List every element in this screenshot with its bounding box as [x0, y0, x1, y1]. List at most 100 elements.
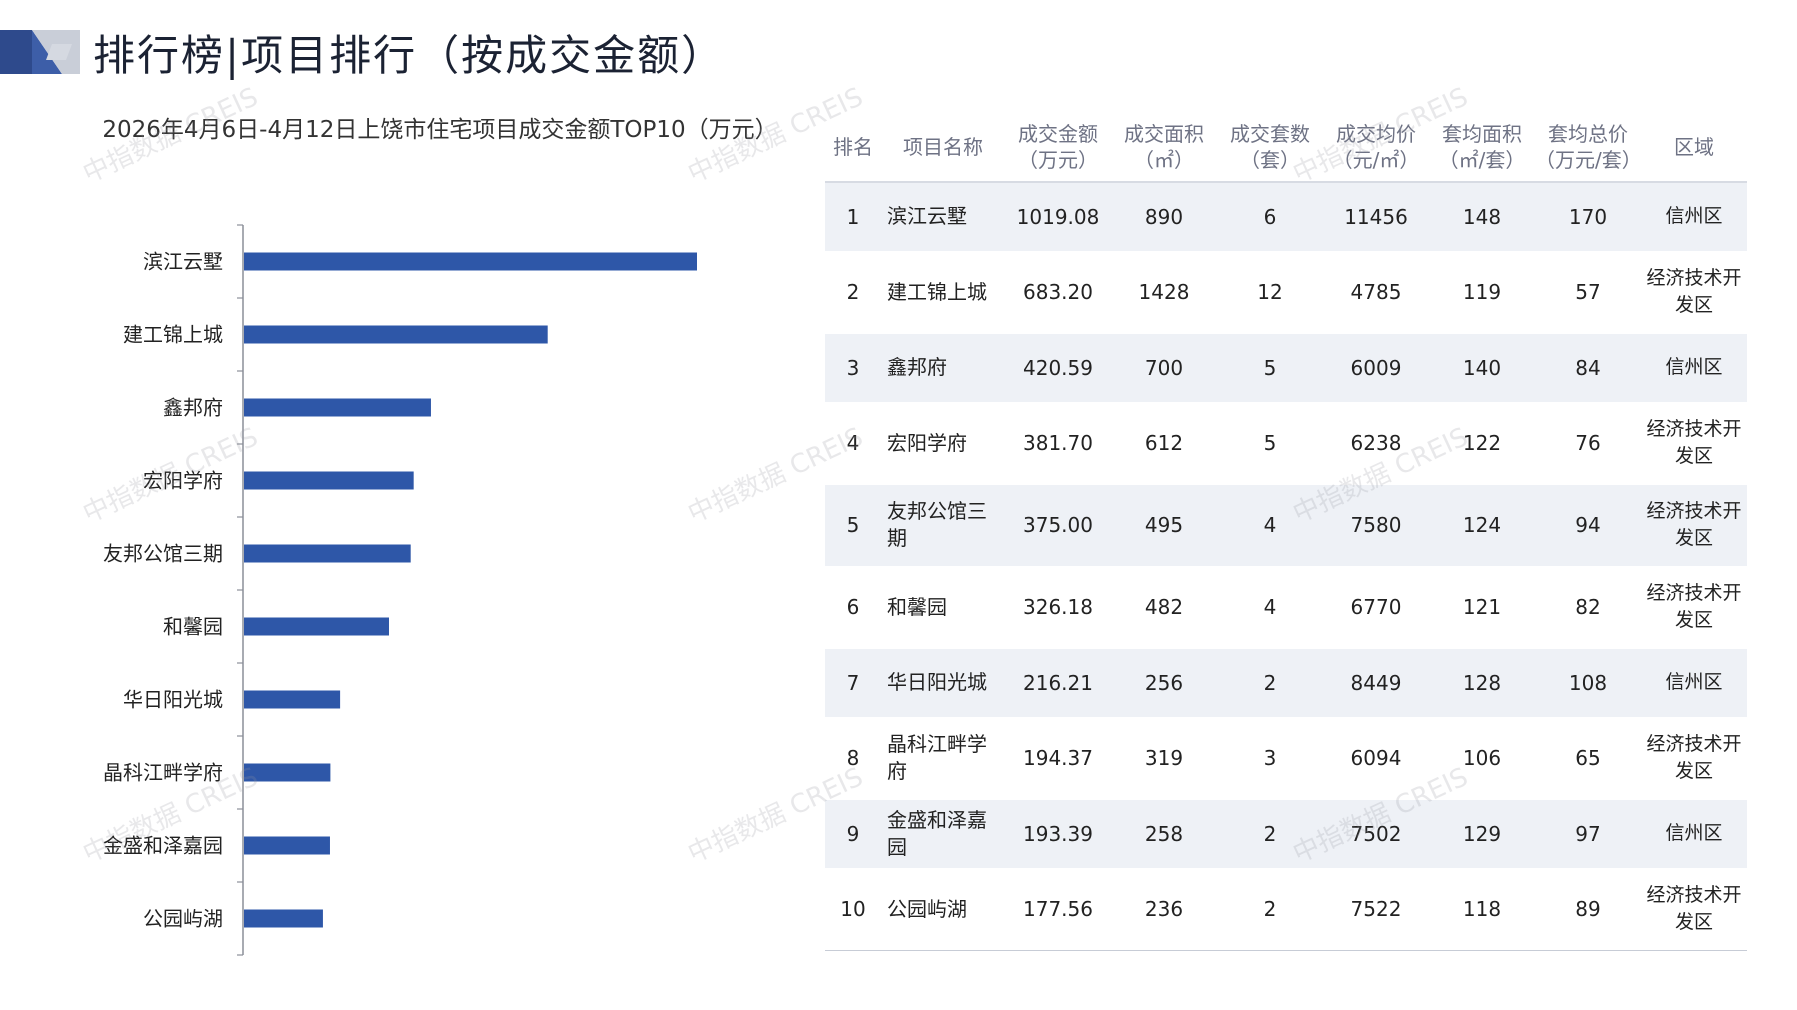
table-cell: 3: [1217, 717, 1323, 800]
table-cell: 216.21: [1005, 648, 1111, 718]
table-cell: 236: [1111, 868, 1217, 951]
table-cell: 420.59: [1005, 333, 1111, 403]
bar: [244, 325, 548, 344]
table-cell: 公园屿湖: [881, 868, 1005, 951]
bar: [244, 690, 341, 709]
table-cell: 晶科江畔学府: [881, 717, 1005, 800]
category-label: 晶科江畔学府: [103, 761, 223, 785]
column-header: 套均面积 （㎡/套）: [1429, 112, 1535, 183]
table-cell: 友邦公馆三期: [881, 484, 1005, 567]
table-cell: 258: [1111, 799, 1217, 869]
table-row: 2 建工锦上城 683.20 1428 12 4785 119 57 经济技术开发区: [825, 251, 1747, 334]
table-cell: 6094: [1323, 717, 1429, 800]
table-cell: 6238: [1323, 402, 1429, 485]
table-row: 8 晶科江畔学府 194.37 319 3 6094 106 65 经济技术开发区: [825, 717, 1747, 800]
table-cell: 经济技术开发区: [1641, 717, 1747, 800]
table-cell: 128: [1429, 648, 1535, 718]
bar-chart: 滨江云墅建工锦上城鑫邦府宏阳学府友邦公馆三期和馨园华日阳光城晶科江畔学府金盛和泽…: [103, 224, 697, 956]
table-cell: 3: [825, 333, 881, 403]
table-cell: 2: [1217, 868, 1323, 951]
column-header: 项目名称: [881, 112, 1005, 183]
table-cell: 2: [825, 251, 881, 334]
table-cell: 4: [825, 402, 881, 485]
table-row: 3 鑫邦府 420.59 700 5 6009 140 84 信州区: [825, 333, 1747, 403]
table-cell: 140: [1429, 333, 1535, 403]
table-cell: 滨江云墅: [881, 182, 1005, 252]
bar: [244, 617, 389, 636]
table-cell: 326.18: [1005, 566, 1111, 649]
table-cell: 170: [1535, 182, 1641, 252]
table-cell: 118: [1429, 868, 1535, 951]
table-cell: 482: [1111, 566, 1217, 649]
table-cell: 建工锦上城: [881, 251, 1005, 334]
bar: [244, 544, 411, 563]
table-cell: 宏阳学府: [881, 402, 1005, 485]
table-cell: 256: [1111, 648, 1217, 718]
column-header: 排名: [825, 112, 881, 183]
category-label: 友邦公馆三期: [103, 542, 223, 566]
table-cell: 683.20: [1005, 251, 1111, 334]
table-cell: 194.37: [1005, 717, 1111, 800]
category-label: 华日阳光城: [123, 688, 223, 712]
table-cell: 和馨园: [881, 566, 1005, 649]
category-label: 宏阳学府: [143, 469, 223, 493]
table-cell: 94: [1535, 484, 1641, 567]
column-header: 成交均价 （元/㎡）: [1323, 112, 1429, 183]
table-cell: 700: [1111, 333, 1217, 403]
column-header: 成交面积 （㎡）: [1111, 112, 1217, 183]
table-row: 9 金盛和泽嘉园 193.39 258 2 7502 129 97 信州区: [825, 799, 1747, 869]
table-cell: 106: [1429, 717, 1535, 800]
column-header: 成交套数 （套）: [1217, 112, 1323, 183]
table-cell: 4: [1217, 566, 1323, 649]
table-cell: 1019.08: [1005, 182, 1111, 252]
table-row: 1 滨江云墅 1019.08 890 6 11456 148 170 信州区: [825, 182, 1747, 252]
table-cell: 57: [1535, 251, 1641, 334]
table-row: 6 和馨园 326.18 482 4 6770 121 82 经济技术开发区: [825, 566, 1747, 649]
table-cell: 华日阳光城: [881, 648, 1005, 718]
table-cell: 信州区: [1641, 333, 1747, 403]
table-cell: 金盛和泽嘉园: [881, 799, 1005, 869]
bar: [244, 398, 431, 417]
table-cell: 5: [825, 484, 881, 567]
table-cell: 9: [825, 799, 881, 869]
category-label: 建工锦上城: [123, 323, 223, 347]
table-cell: 经济技术开发区: [1641, 566, 1747, 649]
table-cell: 7522: [1323, 868, 1429, 951]
bar: [244, 763, 331, 782]
column-header: 成交金额 （万元）: [1005, 112, 1111, 183]
table-cell: 319: [1111, 717, 1217, 800]
table-cell: 6: [825, 566, 881, 649]
category-label: 滨江云墅: [143, 250, 223, 274]
table-cell: 信州区: [1641, 799, 1747, 869]
table-cell: 193.39: [1005, 799, 1111, 869]
table-cell: 381.70: [1005, 402, 1111, 485]
table-cell: 177.56: [1005, 868, 1111, 951]
table-cell: 经济技术开发区: [1641, 868, 1747, 951]
table-cell: 65: [1535, 717, 1641, 800]
table-cell: 890: [1111, 182, 1217, 252]
table-row: 5 友邦公馆三期 375.00 495 4 7580 124 94 经济技术开发区: [825, 484, 1747, 567]
table-cell: 2: [1217, 648, 1323, 718]
table-cell: 6: [1217, 182, 1323, 252]
page-title: 排行榜|项目排行（按成交金额）: [93, 31, 726, 80]
table-cell: 信州区: [1641, 648, 1747, 718]
table-cell: 108: [1535, 648, 1641, 718]
table-cell: 12: [1217, 251, 1323, 334]
table-cell: 148: [1429, 182, 1535, 252]
table-cell: 10: [825, 868, 881, 951]
table-cell: 375.00: [1005, 484, 1111, 567]
table-cell: 8: [825, 717, 881, 800]
table-cell: 鑫邦府: [881, 333, 1005, 403]
table-row: 4 宏阳学府 381.70 612 5 6238 122 76 经济技术开发区: [825, 402, 1747, 485]
column-header: 套均总价 （万元/套）: [1535, 112, 1642, 183]
ranking-table: 排名 项目名称 成交金额 （万元） 成交面积 （㎡） 成交套数 （套） 成交均价 （元/㎡） 套均面…: [825, 112, 1747, 951]
table-cell: 82: [1535, 566, 1641, 649]
table-cell: 经济技术开发区: [1641, 251, 1747, 334]
table-cell: 4785: [1323, 251, 1429, 334]
table-cell: 89: [1535, 868, 1641, 951]
table-cell: 经济技术开发区: [1641, 484, 1747, 567]
table-cell: 8449: [1323, 648, 1429, 718]
category-label: 鑫邦府: [163, 396, 223, 420]
table-cell: 129: [1429, 799, 1535, 869]
table-cell: 121: [1429, 566, 1535, 649]
